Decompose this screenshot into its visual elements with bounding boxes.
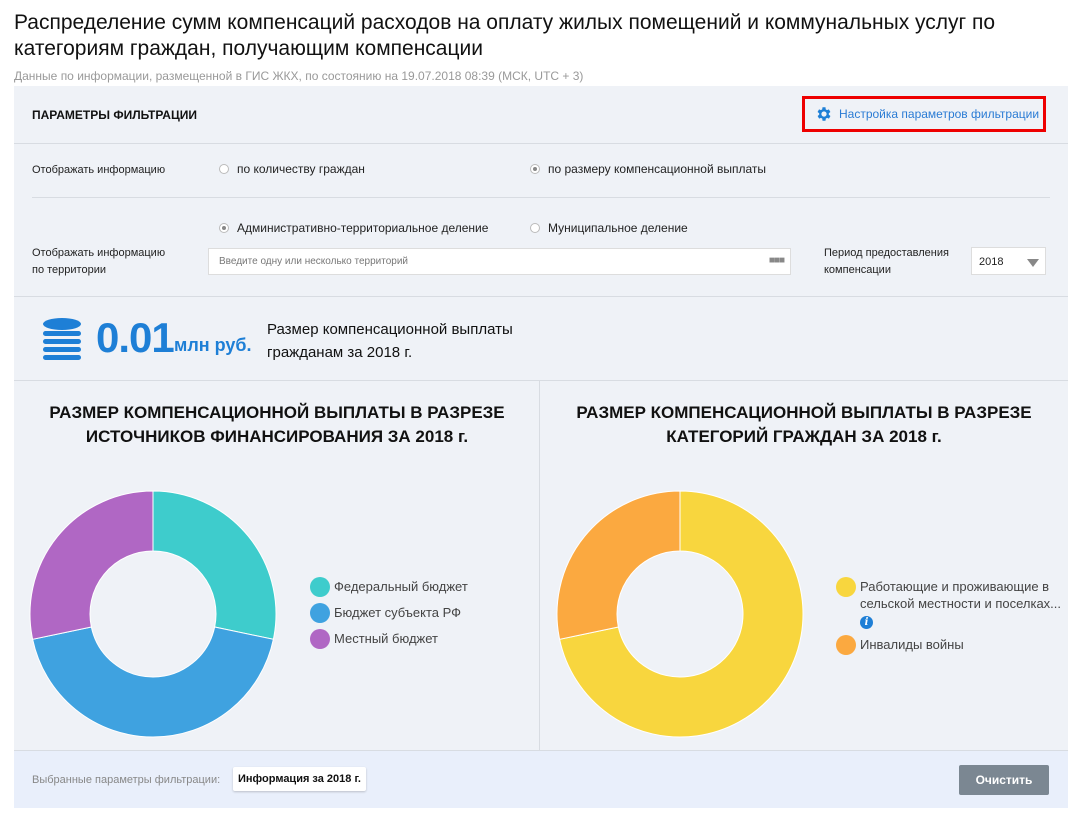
legend-swatch (310, 629, 330, 649)
radio-button[interactable] (530, 223, 540, 233)
period-value: 2018 (979, 256, 1004, 268)
period-label: Период предоставления компенсации (824, 247, 949, 276)
legend-swatch (836, 577, 856, 597)
radio-label: Муниципальное деление (548, 221, 688, 235)
main-panel: ПАРАМЕТРЫ ФИЛЬТРАЦИИ Настройка параметро… (14, 86, 1068, 751)
period-select[interactable]: 2018 (971, 247, 1046, 275)
legend-label: Инвалиды войны (860, 637, 964, 652)
info-icon[interactable]: i (860, 616, 873, 629)
legend-label: Местный бюджет (334, 631, 438, 646)
filters-heading: ПАРАМЕТРЫ ФИЛЬТРАЦИИ (32, 108, 197, 122)
radio-by-payment[interactable]: по размеру компенсационной выплаты (530, 162, 766, 176)
chevron-down-icon (1027, 259, 1039, 267)
radio-button[interactable] (219, 164, 229, 174)
legend-label: Федеральный бюджет (334, 579, 468, 594)
legend-item[interactable]: Бюджет субъекта РФ (310, 603, 510, 623)
radio-label: по размеру компенсационной выплаты (548, 162, 767, 176)
legend-swatch (310, 603, 330, 623)
gear-icon (817, 107, 831, 121)
charts-area: РАЗМЕР КОМПЕНСАЦИОННОЙ ВЫПЛАТЫ В РАЗРЕЗЕ… (14, 380, 1068, 751)
radio-label: Административно-территориальное деление (237, 221, 489, 235)
donut-slice[interactable] (556, 490, 681, 640)
display-label: Отображать информацию (32, 164, 166, 176)
data-timestamp: Данные по информации, размещенной в ГИС … (14, 69, 584, 83)
summary-text: Размер компенсационной выплаты гражданам … (267, 321, 513, 361)
filter-settings-label: Настройка параметров фильтрации (839, 107, 1040, 121)
donut-chart-sources (29, 490, 277, 738)
coins-icon (43, 318, 81, 360)
chart-title-categories: РАЗМЕР КОМПЕНСАЦИОННОЙ ВЫПЛАТЫ В РАЗРЕЗЕ… (576, 403, 1032, 446)
donut-chart-categories (556, 490, 804, 738)
legend-label: Бюджет субъекта РФ (334, 605, 462, 620)
summary-unit: млн руб. (174, 335, 252, 355)
legend-categories: Работающие и проживающие в сельской мест… (836, 577, 1066, 661)
radio-municipal-division[interactable]: Муниципальное деление (530, 221, 688, 235)
territory-placeholder: Введите одну или несколько территорий (219, 256, 408, 267)
legend-item[interactable]: Федеральный бюджет (310, 577, 510, 597)
donut-slice[interactable] (152, 490, 277, 640)
territory-label: Отображать информацию по территории (32, 247, 166, 276)
radio-button[interactable] (530, 164, 540, 174)
selected-filters-label: Выбранные параметры фильтрации: (32, 774, 221, 786)
chart-title-sources: РАЗМЕР КОМПЕНСАЦИОННОЙ ВЫПЛАТЫ В РАЗРЕЗЕ… (49, 403, 505, 446)
radio-by-citizens[interactable]: по количеству граждан (219, 162, 365, 176)
legend-item[interactable]: Работающие и проживающие в сельской мест… (836, 577, 1066, 629)
filter-settings-link[interactable]: Настройка параметров фильтрации (802, 96, 1046, 132)
footer-bar: Выбранные параметры фильтрации: Информац… (14, 750, 1068, 808)
donut-slice[interactable] (32, 626, 274, 738)
radio-button[interactable] (219, 223, 229, 233)
more-icon[interactable]: ■■■ (768, 255, 785, 266)
legend-label: Работающие и проживающие в сельской мест… (860, 579, 1062, 629)
legend-sources: Федеральный бюджет Бюджет субъекта РФ Мест… (310, 577, 510, 655)
radio-admin-division[interactable]: Административно-территориальное деление (219, 221, 488, 235)
clear-button[interactable]: Очистить (959, 765, 1049, 795)
donut-slice[interactable] (29, 490, 154, 640)
donut-slice[interactable] (559, 490, 804, 738)
radio-label: по количеству граждан (237, 162, 365, 176)
legend-item[interactable]: Инвалиды войны (836, 635, 1066, 655)
legend-swatch (836, 635, 856, 655)
territory-input[interactable]: Введите одну или несколько территорий ■■■ (208, 248, 791, 275)
filter-chip[interactable]: Информация за 2018 г. (233, 767, 366, 791)
summary-value: 0.01 (96, 314, 175, 361)
page-title: Распределение сумм компенсаций расходов … (14, 11, 996, 60)
summary: 0.01 млн руб. Размер компенсационной вып… (14, 296, 1068, 380)
legend-swatch (310, 577, 330, 597)
legend-item[interactable]: Местный бюджет (310, 629, 510, 649)
